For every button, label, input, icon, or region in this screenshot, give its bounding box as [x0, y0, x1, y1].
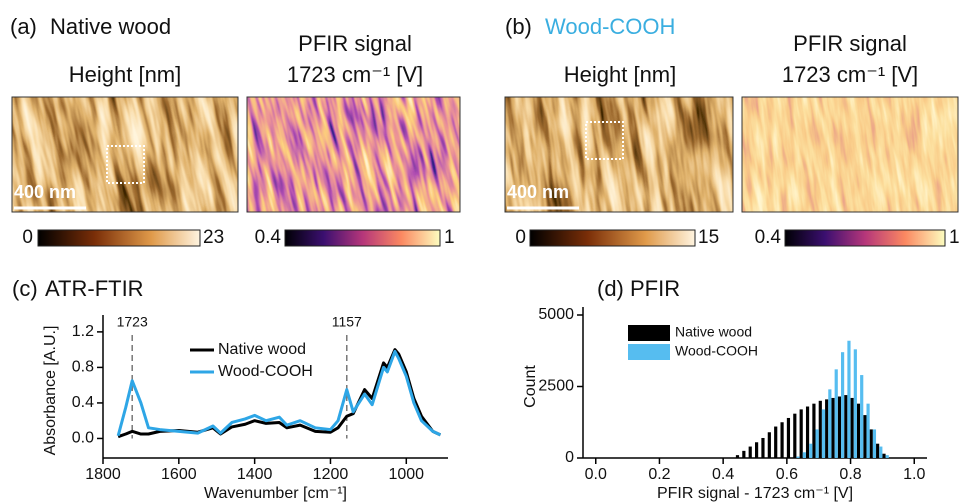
colorbar-min: 0 — [22, 227, 33, 248]
histogram-bar — [742, 451, 745, 458]
chart-title: PFIR — [630, 276, 680, 301]
legend-label: Wood-COOH — [675, 343, 758, 359]
histogram-bar — [857, 404, 860, 458]
histogram-bar — [749, 447, 752, 458]
image-title: PFIR signal — [793, 31, 907, 56]
histogram-bar — [803, 452, 806, 458]
x-axis-label: Wavenumber [cm⁻¹] — [204, 485, 347, 502]
histogram-bar — [819, 401, 822, 458]
panel-title: Wood-COOH — [545, 14, 675, 39]
y-tick-label: 5000 — [538, 306, 574, 323]
histogram-bar — [844, 395, 847, 458]
histogram-bar — [863, 415, 866, 458]
legend-swatch — [628, 325, 670, 341]
histogram-bar — [847, 341, 850, 458]
histogram-bar — [768, 432, 771, 458]
x-tick-label: 0.6 — [776, 466, 798, 483]
colorbar-max: 1 — [949, 227, 960, 248]
histogram-bar — [835, 369, 838, 458]
scale-bar-label: 400 nm — [507, 182, 569, 202]
x-tick-label: 1.0 — [903, 466, 925, 483]
x-axis-label: PFIR signal - 1723 cm⁻¹ [V] — [657, 485, 853, 502]
histogram-bar — [879, 447, 882, 458]
y-tick-label: 0.0 — [72, 430, 94, 447]
reference-label: 1723 — [117, 314, 148, 330]
histogram-bar — [793, 414, 796, 458]
histogram-bar — [816, 429, 819, 458]
panel-label: (a) — [10, 14, 37, 39]
histogram-bar — [774, 427, 777, 458]
legend-label: Native wood — [218, 341, 306, 358]
y-tick-label: 0.4 — [72, 394, 94, 411]
histogram-bar — [755, 442, 758, 458]
y-tick-label: 0.8 — [72, 359, 94, 376]
histogram-bar — [828, 389, 831, 458]
colorbar-max: 23 — [203, 227, 224, 248]
panel-title: Native wood — [50, 14, 171, 39]
colorbar — [285, 230, 440, 246]
histogram-bar — [831, 398, 834, 458]
histogram-bar — [736, 455, 739, 458]
panel-label: (b) — [505, 14, 532, 39]
histogram-bar — [822, 409, 825, 458]
histogram-bar — [860, 375, 863, 458]
colorbar-min: 0 — [515, 227, 526, 248]
x-tick-label: 1200 — [313, 466, 349, 483]
legend-label: Native wood — [675, 324, 752, 340]
image-title: Height [nm] — [69, 62, 182, 87]
x-tick-label: 1400 — [237, 466, 273, 483]
legend-swatch — [628, 344, 670, 360]
y-axis-label: Absorbance [A.U.] — [42, 326, 59, 456]
chart-title: ATR-FTIR — [45, 276, 144, 301]
histogram-bar — [806, 407, 809, 458]
scale-bar-label: 400 nm — [14, 182, 76, 202]
x-tick-label: 1800 — [85, 466, 121, 483]
y-tick-label: 1.2 — [72, 323, 94, 340]
histogram-bar — [866, 404, 869, 458]
histogram-bar — [886, 455, 889, 458]
colorbar — [530, 230, 695, 246]
y-tick-label: 0 — [565, 449, 574, 466]
reference-label: 1157 — [332, 314, 362, 330]
histogram-bar — [873, 429, 876, 458]
x-tick-label: 0.0 — [585, 466, 607, 483]
colorbar — [38, 230, 200, 246]
histogram-bar — [800, 409, 803, 458]
histogram-bar — [796, 457, 799, 458]
histogram-bar — [780, 422, 783, 458]
x-tick-label: 0.8 — [839, 466, 861, 483]
panel-label: (c) — [12, 276, 38, 301]
colorbar — [785, 230, 945, 246]
page: {"panels": [ {"label": "(a)", "title": "… — [0, 0, 963, 503]
histogram-bar — [882, 454, 885, 458]
histogram-bar — [761, 438, 764, 458]
x-tick-label: 1600 — [161, 466, 197, 483]
colorbar-max: 15 — [698, 227, 719, 248]
y-axis-label: Count — [522, 365, 539, 408]
image-title: PFIR signal — [298, 31, 412, 56]
histogram-bar — [876, 444, 879, 458]
x-tick-label: 0.4 — [712, 466, 734, 483]
x-tick-label: 1000 — [388, 466, 424, 483]
y-tick-label: 2500 — [538, 378, 574, 395]
colorbar-min: 0.4 — [255, 227, 282, 248]
histogram-bar — [851, 398, 854, 458]
histogram-bar — [854, 349, 857, 458]
histogram-bar — [870, 429, 873, 458]
figure: (a) Native wood Height [nm] PFIR signal … — [0, 0, 963, 503]
histogram-bar — [787, 418, 790, 458]
histogram-bar — [812, 404, 815, 458]
histogram-bar — [825, 399, 828, 458]
image-title: 1723 cm⁻¹ [V] — [782, 62, 918, 87]
x-tick-label: 0.2 — [648, 466, 670, 483]
image-title: Height [nm] — [564, 62, 677, 87]
colorbar-min: 0.4 — [755, 227, 782, 248]
histogram-bar — [841, 352, 844, 458]
histogram-bar — [809, 444, 812, 458]
colorbar-max: 1 — [444, 227, 455, 248]
histogram-bar — [838, 397, 841, 458]
legend-label: Wood-COOH — [218, 363, 313, 380]
image-title: 1723 cm⁻¹ [V] — [287, 62, 423, 87]
panel-label: (d) — [597, 276, 624, 301]
